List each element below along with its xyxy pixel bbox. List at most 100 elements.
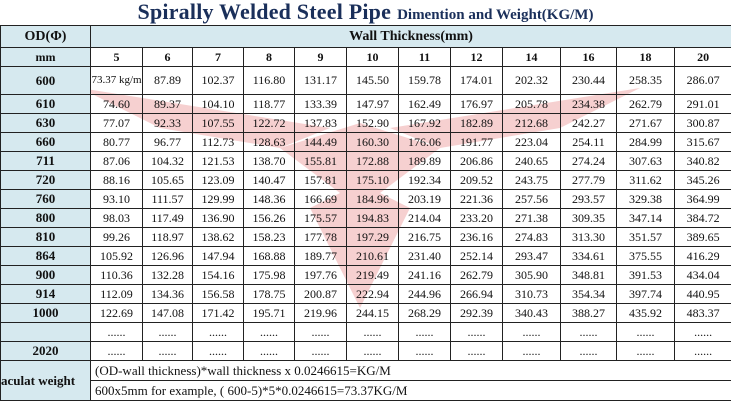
weight-cell: 136.90 <box>192 208 244 228</box>
wall-size: 5 <box>90 47 143 67</box>
wall-size: 11 <box>398 47 451 67</box>
weight-cell: 117.49 <box>142 208 193 228</box>
weight-cell: 107.55 <box>192 113 244 133</box>
weight-cell: 210.61 <box>346 246 399 266</box>
weight-cell: 315.67 <box>673 132 731 152</box>
weight-cell: 154.16 <box>192 265 244 285</box>
wall-size: 6 <box>142 47 193 67</box>
weight-cell: ...... <box>673 322 731 342</box>
od-value: 900 <box>0 265 91 285</box>
formula-text: (OD-wall thickness)*wall thickness x 0.0… <box>89 360 731 381</box>
weight-cell: 74.60 <box>90 94 143 114</box>
weight-cell: 214.04 <box>398 208 451 228</box>
od-value: 800 <box>0 208 91 228</box>
od-value: 810 <box>0 227 91 247</box>
weight-cell: 307.63 <box>616 151 675 171</box>
weight-cell: 156.26 <box>243 208 295 228</box>
wall-size: 14 <box>502 47 561 67</box>
weight-cell: 89.37 <box>142 94 193 114</box>
weight-cell: 140.47 <box>243 170 295 190</box>
weight-cell: 197.29 <box>346 227 399 247</box>
weight-cell: 309.35 <box>560 208 617 228</box>
weight-cell: 291.01 <box>673 94 731 114</box>
weight-cell: 138.62 <box>192 227 244 247</box>
weight-cell: 197.76 <box>294 265 347 285</box>
wall-size: 7 <box>192 47 244 67</box>
title-sub: Dimention and Weight(KG/M) <box>397 7 594 23</box>
weight-cell: 189.77 <box>294 246 347 266</box>
example-text: 600x5mm for example, ( 600-5)*5*0.024661… <box>89 380 731 401</box>
weight-cell: 262.79 <box>616 94 675 114</box>
weight-cell: 93.10 <box>90 189 143 209</box>
weight-cell: 155.81 <box>294 151 347 171</box>
weight-cell: 192.34 <box>398 170 451 190</box>
weight-cell: 293.47 <box>502 246 561 266</box>
weight-cell: 388.27 <box>560 303 617 323</box>
weight-cell: 182.89 <box>450 113 503 133</box>
od-value: 760 <box>0 189 91 209</box>
weight-cell: 271.38 <box>502 208 561 228</box>
weight-cell: 80.77 <box>90 132 143 152</box>
weight-cell: 118.77 <box>243 94 295 114</box>
pipe-weight-table: OD(Φ) Wall Thickness(mm) mm 5 6 7 8 9 10… <box>0 25 731 401</box>
table-row: 914 112.09 134.36 156.58 178.75 200.87 222.94 2… <box>0 284 731 304</box>
weight-cell: 176.97 <box>450 94 503 114</box>
od-value: 1000 <box>0 303 91 323</box>
table-row: 810 99.26 118.97 138.62 158.23 177.78 197.29 21… <box>0 227 731 247</box>
weight-cell: 178.75 <box>243 284 295 304</box>
weight-cell: 364.99 <box>673 189 731 209</box>
weight-cell: 176.06 <box>398 132 451 152</box>
od-header: OD(Φ) <box>0 25 91 48</box>
weight-cell: 345.26 <box>673 170 731 190</box>
calc-label: aculat weight <box>0 360 91 401</box>
table-row: 800 98.03 117.49 136.90 156.26 175.57 194.83 21… <box>0 208 731 228</box>
weight-cell: 233.20 <box>450 208 503 228</box>
table-row: 864 105.92 126.96 147.94 168.88 189.77 210.61 2… <box>0 246 731 266</box>
weight-cell: 88.16 <box>90 170 143 190</box>
weight-cell: ...... <box>502 341 561 361</box>
wall-size-row: mm 5 6 7 8 9 10 11 12 14 16 18 20 <box>0 47 731 67</box>
weight-cell: 194.83 <box>346 208 399 228</box>
weight-cell: ...... <box>346 341 399 361</box>
weight-cell: ...... <box>294 322 347 342</box>
weight-cell: 305.90 <box>502 265 561 285</box>
weight-cell: ...... <box>450 322 503 342</box>
weight-cell: 274.24 <box>560 151 617 171</box>
weight-cell: ...... <box>192 322 244 342</box>
weight-cell: 110.36 <box>90 265 143 285</box>
weight-cell: 158.23 <box>243 227 295 247</box>
weight-cell: 105.92 <box>90 246 143 266</box>
od-unit: mm <box>0 47 91 67</box>
weight-cell: 231.40 <box>398 246 451 266</box>
weight-cell: ...... <box>294 341 347 361</box>
table-row: 1000 122.69 147.08 171.42 195.71 219.96 244.15… <box>0 303 731 323</box>
weight-cell: 111.57 <box>142 189 193 209</box>
weight-cell: 102.37 <box>192 66 244 95</box>
table-row: 720 88.16 105.65 123.09 140.47 157.81 175.10 19… <box>0 170 731 190</box>
weight-cell: 129.99 <box>192 189 244 209</box>
weight-cell: 313.30 <box>560 227 617 247</box>
title-main: Spirally Welded Steel Pipe <box>137 0 392 24</box>
od-value: 600 <box>0 66 91 95</box>
weight-cell: 434.04 <box>673 265 731 285</box>
wall-thickness-header: Wall Thickness(mm) <box>89 25 731 48</box>
wall-size: 16 <box>560 47 617 67</box>
table-row: 660 80.77 96.77 112.73 128.63 144.49 160.30 176… <box>0 132 731 152</box>
weight-cell: 104.10 <box>192 94 244 114</box>
table-row: 610 74.60 89.37 104.10 118.77 133.39 147.97 162… <box>0 94 731 114</box>
weight-cell: ...... <box>616 341 675 361</box>
weight-cell: 147.08 <box>142 303 193 323</box>
weight-cell: 310.73 <box>502 284 561 304</box>
weight-cell: 174.01 <box>450 66 503 95</box>
wall-size: 12 <box>450 47 503 67</box>
weight-cell: 73.37 kg/m <box>90 66 143 95</box>
weight-cell: 340.43 <box>502 303 561 323</box>
weight-cell: 440.95 <box>673 284 731 304</box>
weight-cell: 244.15 <box>346 303 399 323</box>
weight-cell: 222.94 <box>346 284 399 304</box>
weight-cell: 234.38 <box>560 94 617 114</box>
od-value: 720 <box>0 170 91 190</box>
weight-cell: ...... <box>560 322 617 342</box>
weight-cell: 122.72 <box>243 113 295 133</box>
weight-cell: 137.83 <box>294 113 347 133</box>
